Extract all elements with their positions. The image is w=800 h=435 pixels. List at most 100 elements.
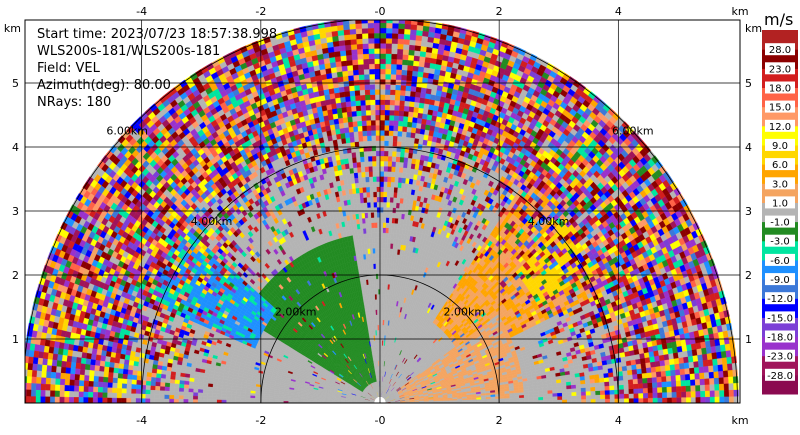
velocity-cell [657, 386, 663, 393]
velocity-cell [671, 380, 677, 387]
velocity-cell [699, 384, 706, 392]
velocity-cell [689, 367, 695, 375]
velocity-cell [538, 393, 544, 398]
velocity-cell [623, 379, 629, 385]
velocity-cell [708, 365, 714, 373]
velocity-cell [589, 382, 596, 388]
velocity-cell [668, 358, 675, 365]
velocity-cell [562, 395, 568, 400]
velocity-cell [662, 392, 668, 398]
velocity-cell [655, 371, 662, 378]
velocity-cell [697, 354, 704, 362]
velocity-cell [570, 384, 577, 389]
velocity-cell [705, 396, 711, 403]
velocity-cell [671, 386, 677, 393]
velocity-cell [709, 396, 716, 403]
velocity-cell [732, 375, 739, 384]
velocity-cell [688, 361, 695, 369]
velocity-cell [639, 357, 646, 364]
velocity-cell [633, 398, 639, 403]
velocity-cell [599, 385, 606, 391]
velocity-cell [666, 386, 672, 393]
velocity-cell [603, 372, 609, 378]
velocity-cell [643, 392, 649, 399]
velocity-cell [640, 362, 647, 369]
velocity-cell [552, 392, 558, 397]
velocity-cell [612, 371, 619, 377]
velocity-cell [680, 385, 687, 392]
velocity-cell [646, 377, 653, 384]
velocity-cell [614, 398, 620, 403]
velocity-cell [589, 374, 595, 380]
velocity-cell [695, 396, 701, 403]
velocity-cell [580, 391, 587, 396]
velocity-cell [678, 357, 685, 364]
velocity-cell [709, 377, 715, 385]
velocity-cell [700, 390, 706, 398]
velocity-cell [661, 381, 667, 388]
velocity-cell [533, 396, 539, 401]
velocity-cell [542, 387, 548, 391]
velocity-cell [676, 391, 682, 398]
velocity-cell [566, 399, 573, 403]
velocity-cell [485, 396, 491, 400]
velocity-cell [674, 368, 681, 376]
velocity-cell [643, 397, 649, 403]
velocity-cell [557, 396, 563, 400]
velocity-cell [642, 382, 648, 389]
velocity-cell [712, 358, 718, 366]
velocity-cell [717, 364, 724, 372]
velocity-cell [723, 383, 730, 391]
velocity-cell [682, 350, 689, 358]
velocity-cell [708, 371, 715, 379]
velocity-cell [722, 363, 728, 371]
velocity-cell [638, 392, 644, 399]
velocity-cell [618, 379, 624, 386]
velocity-cell [642, 387, 649, 394]
velocity-cell [680, 374, 686, 381]
velocity-cell [580, 387, 587, 392]
velocity-cell [652, 392, 658, 399]
velocity-cell [662, 397, 668, 403]
velocity-cell [691, 348, 698, 356]
velocity-cell [665, 375, 672, 382]
velocity-cell [647, 382, 653, 389]
velocity-cell [621, 365, 628, 372]
velocity-cell [685, 379, 691, 386]
velocity-cell [702, 353, 708, 361]
velocity-cell [566, 392, 572, 397]
velocity-cell [692, 354, 699, 362]
velocity-cell [589, 378, 596, 384]
velocity-cell [600, 398, 606, 403]
velocity-cell [590, 390, 596, 396]
velocity-cell [551, 386, 558, 391]
velocity-cell [637, 378, 643, 384]
velocity-cell [562, 399, 568, 403]
velocity-cell [571, 399, 577, 403]
velocity-cell [715, 344, 722, 353]
velocity-cell [699, 378, 706, 386]
velocity-cell [590, 394, 596, 400]
velocity-cell [704, 390, 711, 398]
velocity-cell [676, 397, 682, 403]
velocity-cell [523, 397, 530, 401]
velocity-cell [681, 397, 687, 403]
velocity-cell [650, 366, 657, 373]
velocity-cell [580, 379, 586, 385]
velocity-cell [581, 395, 587, 400]
velocity-cell [614, 393, 620, 399]
velocity-cell [694, 372, 700, 380]
velocity-cell [656, 376, 662, 383]
velocity-cell [727, 369, 734, 377]
velocity-cell [466, 399, 472, 402]
velocity-cell [644, 356, 651, 364]
velocity-cell [672, 352, 679, 359]
velocity-cell [704, 378, 710, 385]
velocity-cell [698, 366, 705, 374]
velocity-cell [624, 398, 630, 403]
velocity-cell [728, 376, 734, 384]
velocity-cell [566, 388, 572, 393]
velocity-cell [585, 394, 592, 400]
velocity-cell [585, 398, 592, 403]
